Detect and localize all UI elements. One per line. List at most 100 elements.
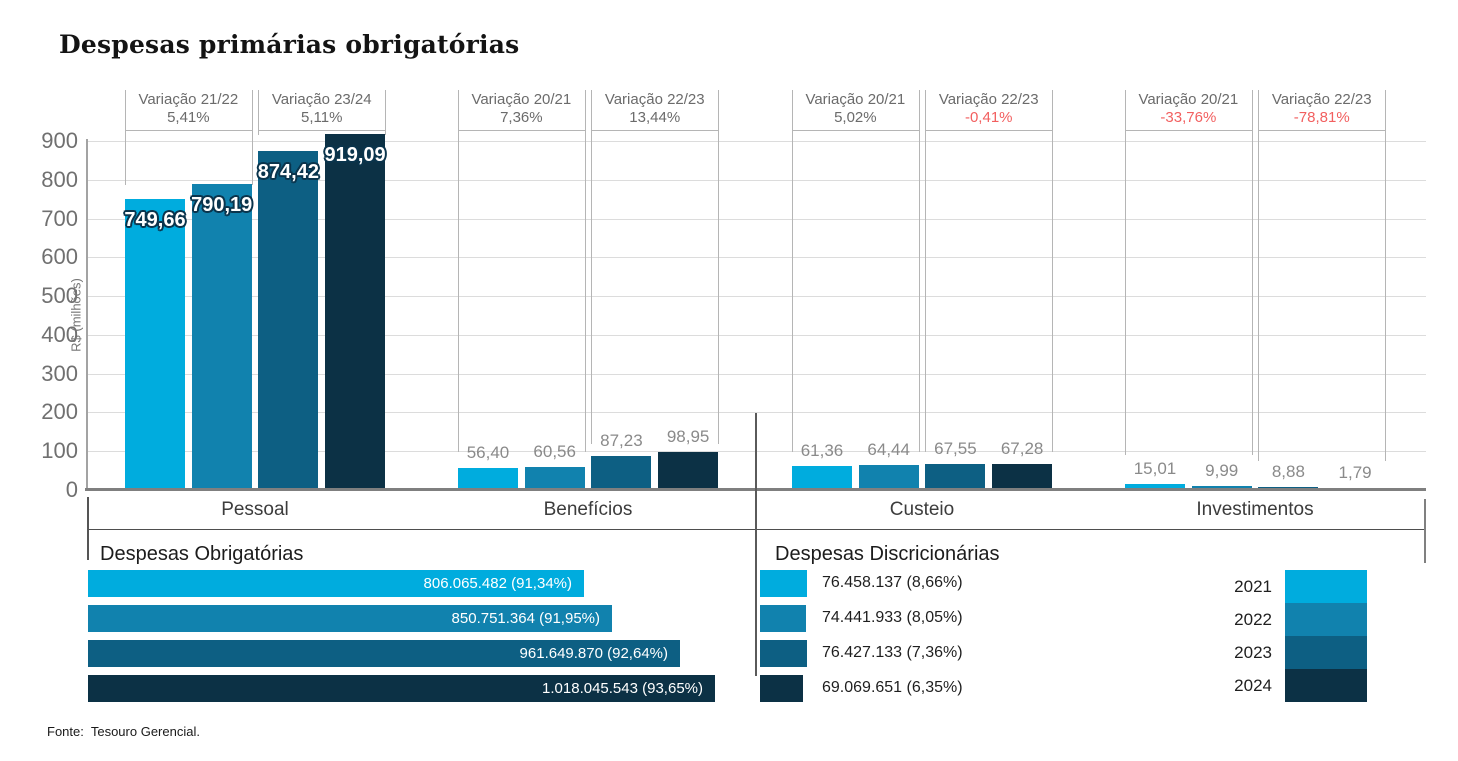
bar-value-label: 8,88 xyxy=(1271,461,1305,481)
variation-label: Variação 22/23 xyxy=(1271,91,1372,108)
legend-label-2023: 2023 xyxy=(1234,643,1272,662)
variation-box: Variação 23/24 5,11% xyxy=(258,91,385,127)
discretionary-bar-2021[interactable] xyxy=(760,570,807,597)
legend-swatch-2024[interactable] xyxy=(1285,669,1367,702)
variation-value: -78,81% xyxy=(1293,109,1350,126)
variation-bracket-left-line xyxy=(925,90,927,452)
variation-bracket-left-line xyxy=(458,90,459,452)
gridline xyxy=(88,257,1426,259)
bar-value-label: 67,28 xyxy=(1000,438,1044,458)
variation-value: 7,36% xyxy=(500,109,543,126)
gridline xyxy=(88,141,1426,142)
bar-pessoal-2022[interactable] xyxy=(191,183,252,490)
variation-box: Variação 22/23 -0,41% xyxy=(925,91,1052,127)
variation-label: Variação 21/22 xyxy=(138,91,239,108)
legend-label-2021: 2021 xyxy=(1234,577,1272,596)
y-axis-tick-label: 0 xyxy=(65,477,78,502)
discretionary-heading: Despesas Discricionárias xyxy=(775,543,1000,565)
bar-benefícios-2021[interactable] xyxy=(458,468,518,490)
variation-bracket-left-line xyxy=(258,90,260,135)
obligatory-bar-label: 806.065.482 (91,34%) xyxy=(423,575,572,592)
variation-bracket-right-line xyxy=(718,90,720,444)
variation-box: Variação 22/23 -78,81% xyxy=(1258,91,1385,127)
bar-value-label: 749,66 xyxy=(124,209,186,232)
bar-value-label: 15,01 xyxy=(1133,459,1177,479)
variation-value: 5,11% xyxy=(301,109,343,126)
bar-custeio-2023[interactable] xyxy=(925,463,986,490)
bar-value-label: 790,19 xyxy=(191,193,253,216)
legend-swatch-2021[interactable] xyxy=(1285,570,1367,603)
legend-swatch-2022[interactable] xyxy=(1285,603,1367,636)
y-axis-tick-label: 600 xyxy=(41,244,78,270)
variation-bracket-underline xyxy=(925,130,1053,131)
discretionary-bar-2024[interactable] xyxy=(760,675,803,702)
category-label-custeio: Custeio xyxy=(889,499,955,520)
bar-value-label: 98,95 xyxy=(666,426,710,446)
gridline xyxy=(88,451,1426,453)
bar-pessoal-2024[interactable] xyxy=(325,133,386,490)
y-axis-title: R$ (milhões) xyxy=(68,278,84,352)
variation-bracket-left-line xyxy=(792,90,793,452)
variation-bracket-right-line xyxy=(1052,90,1054,452)
variation-label: Variação 22/23 xyxy=(604,91,705,108)
bar-value-label: 60,56 xyxy=(533,441,576,461)
discretionary-bar-label: 74.441.933 (8,05%) xyxy=(822,609,963,626)
bar-value-label: 87,23 xyxy=(600,431,643,451)
obligatory-bar-2021[interactable]: 806.065.482 (91,34%) xyxy=(88,570,584,597)
variation-label: Variação 23/24 xyxy=(271,91,372,108)
category-band-bottom-line xyxy=(88,529,1426,530)
obligatory-bar-label: 1.018.045.543 (93,65%) xyxy=(542,680,703,697)
variation-bracket-right-line xyxy=(584,90,586,452)
variation-bracket-underline xyxy=(258,130,386,131)
variation-box: Variação 21/22 5,41% xyxy=(125,91,252,127)
variation-bracket-right-line xyxy=(1385,90,1387,461)
variation-box: Variação 20/21 7,36% xyxy=(458,91,585,127)
discretionary-bar-label: 76.458.137 (8,66%) xyxy=(822,574,963,591)
bar-custeio-2022[interactable] xyxy=(858,465,919,490)
variation-bracket-right-line xyxy=(251,90,253,185)
bar-value-label: 61,36 xyxy=(800,441,844,461)
variation-value: 5,41% xyxy=(167,109,210,126)
obligatory-bar-label: 850.751.364 (91,95%) xyxy=(451,610,600,627)
bar-investimentos-2021[interactable] xyxy=(1125,484,1185,490)
discretionary-bar-2022[interactable] xyxy=(760,605,806,632)
bar-value-label: 67,55 xyxy=(934,438,977,458)
gridline xyxy=(88,218,1426,220)
variation-bracket-underline xyxy=(792,130,919,131)
band-right-tick xyxy=(1424,499,1426,563)
variation-bracket-left-line xyxy=(1258,90,1260,461)
obligatory-bar-label: 961.649.870 (92,64%) xyxy=(519,645,668,662)
legend-swatch-2023[interactable] xyxy=(1285,636,1367,669)
bar-benefícios-2024[interactable] xyxy=(658,451,719,490)
gridline xyxy=(88,179,1426,181)
variation-label: Variação 20/21 xyxy=(471,91,572,108)
variation-label: Variação 20/21 xyxy=(805,91,906,108)
section-divider-line xyxy=(755,413,757,676)
variation-value: -33,76% xyxy=(1160,109,1217,126)
y-axis-tick-label: 500 xyxy=(41,283,78,309)
bar-value-label: 9,99 xyxy=(1205,461,1239,481)
y-axis-tick-label: 800 xyxy=(41,166,78,192)
obligatory-bar-2022[interactable]: 850.751.364 (91,95%) xyxy=(88,605,612,632)
bar-pessoal-2023[interactable] xyxy=(258,150,319,490)
bar-custeio-2021[interactable] xyxy=(792,466,852,490)
discretionary-bar-label: 69.069.651 (6,35%) xyxy=(822,679,963,696)
category-label-benefícios: Benefícios xyxy=(543,499,633,520)
variation-bracket-underline xyxy=(591,130,719,131)
bar-custeio-2024[interactable] xyxy=(992,463,1053,490)
variation-value: 5,02% xyxy=(834,109,877,126)
gridline xyxy=(88,334,1426,336)
obligatory-bar-2024[interactable]: 1.018.045.543 (93,65%) xyxy=(88,675,715,702)
bar-value-label: 1,79 xyxy=(1338,462,1372,482)
bar-benefícios-2023[interactable] xyxy=(591,456,652,490)
bar-benefícios-2022[interactable] xyxy=(524,466,585,490)
discretionary-bar-label: 76.427.133 (7,36%) xyxy=(822,644,963,661)
bar-pessoal-2021[interactable] xyxy=(125,199,185,490)
discretionary-bar-2023[interactable] xyxy=(760,640,807,667)
page-title: Despesas primárias obrigatórias xyxy=(59,30,520,59)
obligatory-bar-2023[interactable]: 961.649.870 (92,64%) xyxy=(88,640,680,667)
source-note: Fonte: Tesouro Gerencial. xyxy=(47,724,200,739)
variation-bracket-underline xyxy=(125,130,252,131)
variation-box: Variação 22/23 13,44% xyxy=(591,91,718,127)
bar-value-label: 56,40 xyxy=(466,443,510,463)
